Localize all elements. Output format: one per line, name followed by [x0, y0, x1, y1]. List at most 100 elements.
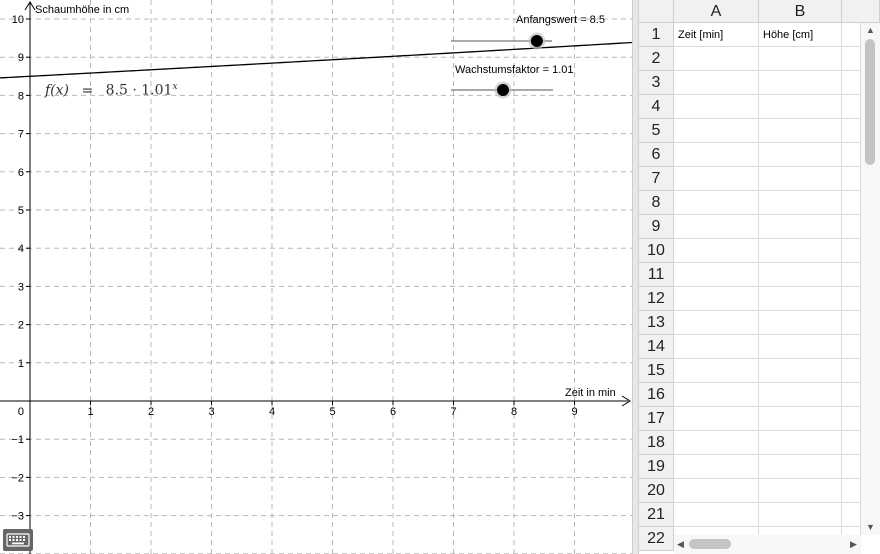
spreadsheet-cell[interactable] [842, 239, 861, 263]
scroll-left-icon[interactable]: ◀ [677, 539, 684, 549]
spreadsheet-cell[interactable] [759, 311, 842, 335]
function-curve[interactable] [0, 41, 632, 79]
row-header[interactable]: 6 [639, 143, 674, 167]
spreadsheet-cell[interactable] [674, 455, 759, 479]
spreadsheet-cell[interactable] [759, 287, 842, 311]
view-divider[interactable] [632, 0, 639, 554]
spreadsheet-cell[interactable] [842, 215, 861, 239]
column-header-a[interactable]: A [674, 0, 759, 23]
spreadsheet-cell[interactable] [759, 431, 842, 455]
row-header[interactable]: 13 [639, 311, 674, 335]
spreadsheet-cell[interactable] [759, 215, 842, 239]
spreadsheet-cell[interactable] [842, 455, 861, 479]
spreadsheet-cell[interactable] [842, 47, 861, 71]
spreadsheet-cell[interactable] [842, 71, 861, 95]
spreadsheet-cell[interactable] [674, 239, 759, 263]
row-header[interactable]: 12 [639, 287, 674, 311]
row-header[interactable]: 17 [639, 407, 674, 431]
spreadsheet-cell[interactable] [759, 335, 842, 359]
column-header-b[interactable]: B [759, 0, 842, 23]
spreadsheet-cell[interactable] [674, 191, 759, 215]
spreadsheet-cell[interactable] [674, 335, 759, 359]
spreadsheet-cell[interactable] [842, 167, 861, 191]
spreadsheet-cell[interactable] [674, 479, 759, 503]
row-header[interactable]: 22 [639, 527, 674, 551]
spreadsheet-view[interactable]: A B 1 Zeit [min] Höhe [cm] 2 3 4 5 6 7 8 9 10 11 12 13… [639, 0, 880, 554]
spreadsheet-cell[interactable]: Zeit [min] [674, 23, 759, 47]
scroll-up-icon[interactable]: ▲ [866, 25, 875, 35]
spreadsheet-corner[interactable] [639, 0, 674, 23]
spreadsheet-cell[interactable] [674, 95, 759, 119]
spreadsheet-cell[interactable] [674, 143, 759, 167]
spreadsheet-cell[interactable] [759, 479, 842, 503]
row-header[interactable]: 19 [639, 455, 674, 479]
spreadsheet-cell[interactable] [842, 479, 861, 503]
spreadsheet-cell[interactable] [674, 311, 759, 335]
row-header[interactable]: 7 [639, 167, 674, 191]
spreadsheet-cell[interactable] [674, 407, 759, 431]
spreadsheet-cell[interactable] [674, 215, 759, 239]
row-header[interactable]: 3 [639, 71, 674, 95]
spreadsheet-cell[interactable] [842, 143, 861, 167]
row-header[interactable]: 5 [639, 119, 674, 143]
vertical-scroll-thumb[interactable] [865, 39, 875, 165]
row-header[interactable]: 20 [639, 479, 674, 503]
row-header[interactable]: 9 [639, 215, 674, 239]
spreadsheet-cell[interactable] [759, 383, 842, 407]
row-header[interactable]: 21 [639, 503, 674, 527]
spreadsheet-cell[interactable] [842, 503, 861, 527]
slider-point[interactable] [497, 84, 510, 96]
row-header[interactable]: 11 [639, 263, 674, 287]
spreadsheet-cell[interactable] [759, 143, 842, 167]
spreadsheet-cell[interactable] [674, 263, 759, 287]
spreadsheet-cell[interactable] [674, 431, 759, 455]
spreadsheet-cell[interactable] [842, 359, 861, 383]
horizontal-scroll-thumb[interactable] [689, 539, 731, 549]
column-header-c[interactable] [842, 0, 880, 23]
scroll-down-icon[interactable]: ▼ [866, 522, 875, 532]
graph-canvas[interactable]: 1 2 3 4 5 6 7 8 9 10 9 8 7 6 5 4 3 2 1 −1 −2 −3 0 Schaumhöhe in… [0, 0, 632, 554]
spreadsheet-cell[interactable] [842, 431, 861, 455]
function-formula[interactable]: f(x) = 8.5 · 1.01x [45, 82, 178, 99]
spreadsheet-cell[interactable] [674, 503, 759, 527]
row-header[interactable]: 10 [639, 239, 674, 263]
row-header[interactable]: 18 [639, 431, 674, 455]
spreadsheet-cell[interactable] [674, 71, 759, 95]
spreadsheet-cell[interactable] [842, 95, 861, 119]
spreadsheet-cell[interactable] [674, 287, 759, 311]
row-header[interactable]: 16 [639, 383, 674, 407]
spreadsheet-cell[interactable] [759, 71, 842, 95]
spreadsheet-cell[interactable] [842, 287, 861, 311]
vertical-scrollbar[interactable]: ▲ ▼ [861, 23, 880, 535]
row-header[interactable]: 1 [639, 23, 674, 47]
spreadsheet-cell[interactable] [674, 359, 759, 383]
row-header[interactable]: 4 [639, 95, 674, 119]
row-header[interactable]: 2 [639, 47, 674, 71]
spreadsheet-cell[interactable] [842, 383, 861, 407]
spreadsheet-cell[interactable] [842, 263, 861, 287]
spreadsheet-cell[interactable]: Höhe [cm] [759, 23, 842, 47]
horizontal-scrollbar[interactable]: ◀ ▶ [674, 535, 861, 554]
spreadsheet-cell[interactable] [759, 263, 842, 287]
spreadsheet-cell[interactable] [759, 455, 842, 479]
spreadsheet-cell[interactable] [759, 407, 842, 431]
spreadsheet-cell[interactable] [842, 311, 861, 335]
row-header[interactable]: 8 [639, 191, 674, 215]
row-header[interactable]: 14 [639, 335, 674, 359]
spreadsheet-cell[interactable] [759, 191, 842, 215]
spreadsheet-cell[interactable] [759, 47, 842, 71]
spreadsheet-cell[interactable] [759, 503, 842, 527]
spreadsheet-cell[interactable] [759, 359, 842, 383]
spreadsheet-cell[interactable] [674, 167, 759, 191]
spreadsheet-cell[interactable] [842, 119, 861, 143]
spreadsheet-cell[interactable] [759, 95, 842, 119]
spreadsheet-cell[interactable] [674, 383, 759, 407]
spreadsheet-cell[interactable] [674, 119, 759, 143]
row-header[interactable]: 15 [639, 359, 674, 383]
scroll-right-icon[interactable]: ▶ [850, 539, 857, 549]
graphics-view[interactable]: 1 2 3 4 5 6 7 8 9 10 9 8 7 6 5 4 3 2 1 −1 −2 −3 0 Schaumhöhe in… [0, 0, 632, 554]
spreadsheet-cell[interactable] [842, 335, 861, 359]
keyboard-button[interactable] [3, 529, 33, 551]
spreadsheet-cell[interactable] [842, 23, 861, 47]
spreadsheet-cell[interactable] [759, 167, 842, 191]
